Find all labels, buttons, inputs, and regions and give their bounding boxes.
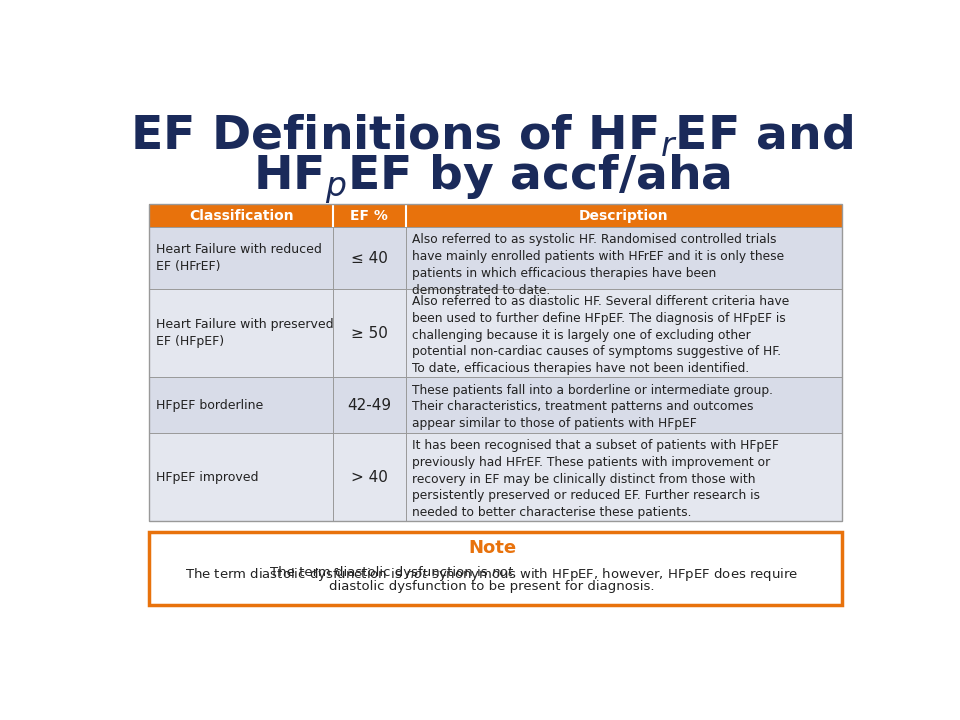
Text: It has been recognised that a subset of patients with HFpEF
previously had HFrEF: It has been recognised that a subset of … xyxy=(412,439,779,519)
Text: Heart Failure with preserved
EF (HFpEF): Heart Failure with preserved EF (HFpEF) xyxy=(156,318,333,348)
Text: Note: Note xyxy=(468,539,516,557)
FancyBboxPatch shape xyxy=(150,204,842,228)
Text: Heart Failure with reduced
EF (HFrEF): Heart Failure with reduced EF (HFrEF) xyxy=(156,243,322,273)
Text: EF %: EF % xyxy=(350,209,388,222)
Text: diastolic dysfunction to be present for diagnosis.: diastolic dysfunction to be present for … xyxy=(329,580,655,593)
Text: Also referred to as diastolic HF. Several different criteria have
been used to f: Also referred to as diastolic HF. Severa… xyxy=(412,295,789,375)
Text: 42-49: 42-49 xyxy=(348,397,392,413)
FancyBboxPatch shape xyxy=(150,532,842,606)
Text: The term diastolic dysfunction is: The term diastolic dysfunction is xyxy=(270,566,492,579)
Text: The term diastolic dysfunction is $\it{not}$ synonymous with HFpEF, however, HFp: The term diastolic dysfunction is $\it{n… xyxy=(185,566,799,583)
FancyBboxPatch shape xyxy=(150,433,842,521)
Text: Description: Description xyxy=(579,209,669,222)
FancyBboxPatch shape xyxy=(150,228,842,289)
FancyBboxPatch shape xyxy=(150,289,842,377)
Text: EF Definitions of HF$_r$EF and: EF Definitions of HF$_r$EF and xyxy=(131,113,853,160)
FancyBboxPatch shape xyxy=(150,377,842,433)
Text: These patients fall into a borderline or intermediate group.
Their characteristi: These patients fall into a borderline or… xyxy=(412,384,773,431)
Text: HF$_p$EF by accf/aha: HF$_p$EF by accf/aha xyxy=(253,152,731,205)
Text: > 40: > 40 xyxy=(351,469,388,485)
Text: HFpEF borderline: HFpEF borderline xyxy=(156,399,263,412)
Text: ≤ 40: ≤ 40 xyxy=(351,251,388,266)
Text: ≥ 50: ≥ 50 xyxy=(351,325,388,341)
Text: Classification: Classification xyxy=(189,209,294,222)
Text: Also referred to as systolic HF. Randomised controlled trials
have mainly enroll: Also referred to as systolic HF. Randomi… xyxy=(412,233,784,297)
Text: not: not xyxy=(492,566,514,579)
Text: HFpEF improved: HFpEF improved xyxy=(156,471,258,484)
